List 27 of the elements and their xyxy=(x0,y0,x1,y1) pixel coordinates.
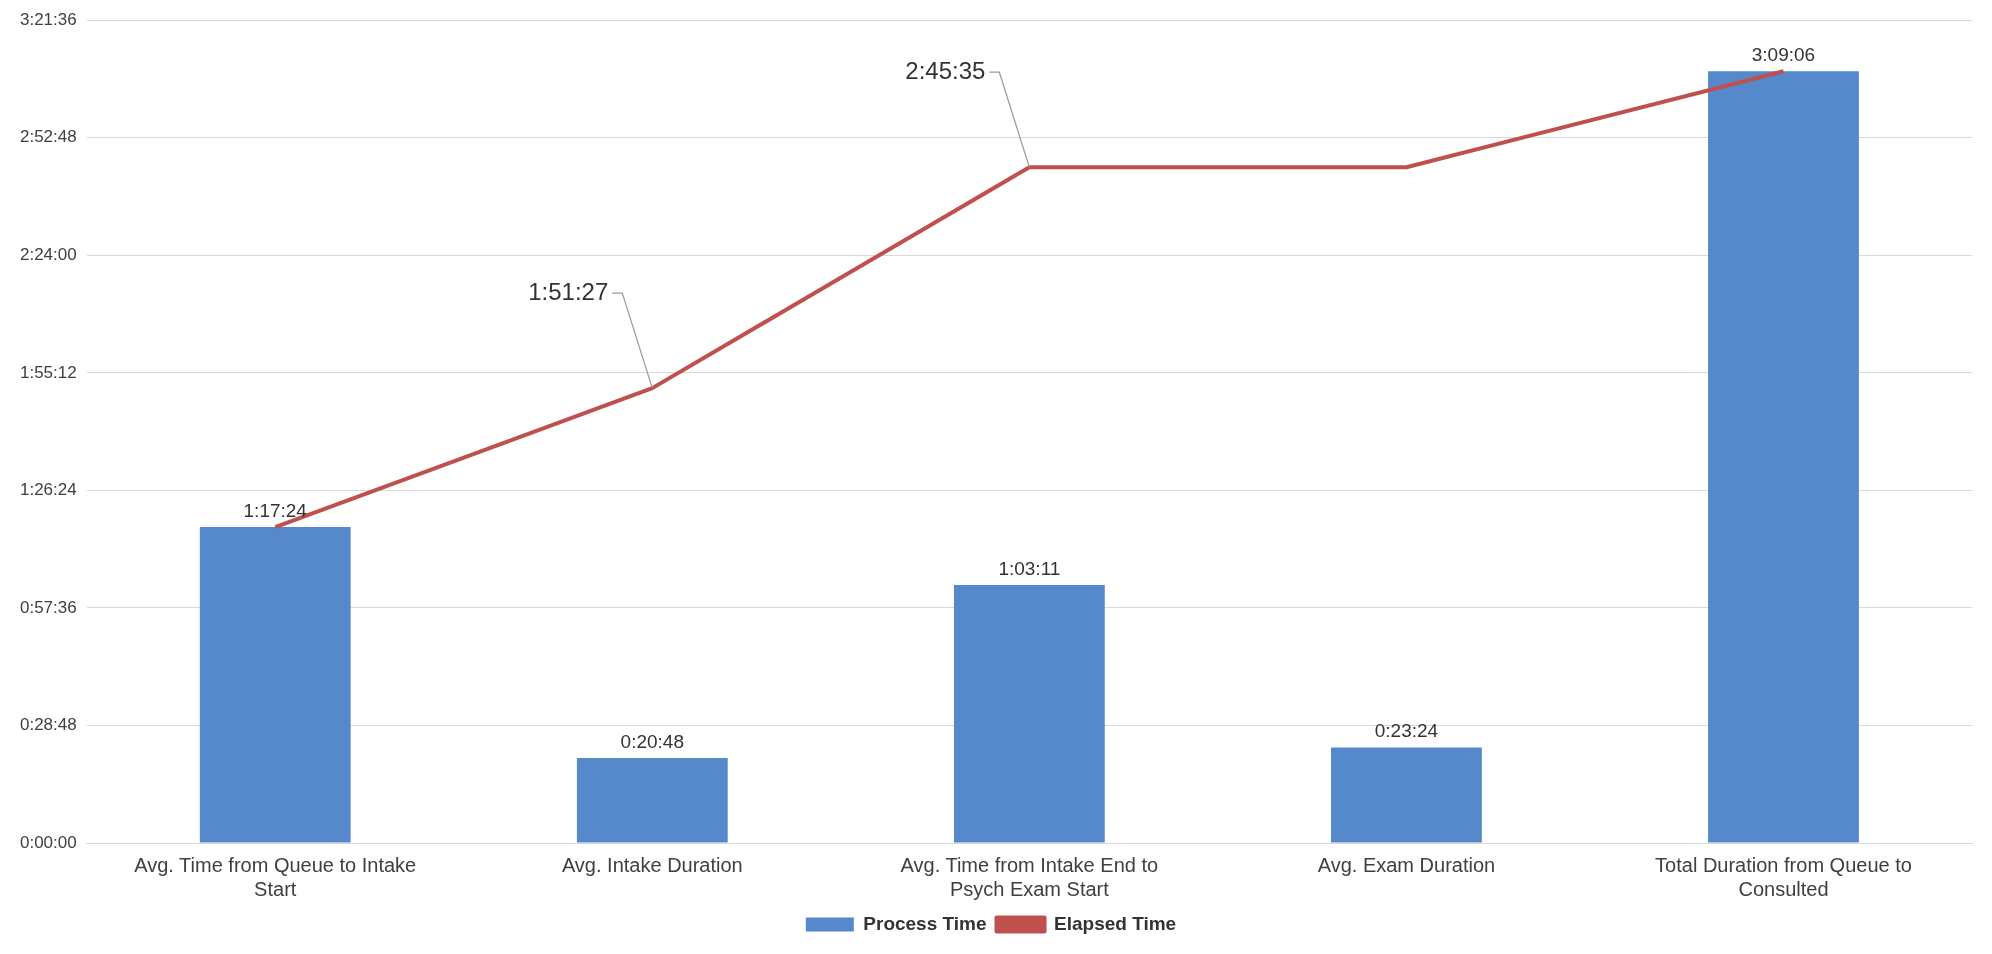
y-tick-label: 3:21:36 xyxy=(19,9,77,29)
legend-label: Process Time xyxy=(863,912,987,934)
x-tick-label: Avg. Intake Duration xyxy=(561,853,743,876)
y-tick-label: 1:26:24 xyxy=(19,480,77,500)
y-tick-label: 1:55:12 xyxy=(19,362,77,382)
x-tick-label: Avg. Exam Duration xyxy=(1317,853,1496,876)
legend-label: Elapsed Time xyxy=(1054,912,1177,934)
bar xyxy=(1708,71,1859,843)
bar xyxy=(576,758,728,843)
x-tick-label: Avg. Time from Queue to Intake Start xyxy=(134,853,417,900)
y-tick-label: 0:28:48 xyxy=(19,715,77,735)
data-label: 1:03:11 xyxy=(998,557,1061,579)
data-label: 0:23:24 xyxy=(1374,720,1439,742)
bar xyxy=(199,527,351,843)
data-label: 0:20:48 xyxy=(620,730,685,752)
bar xyxy=(953,585,1105,843)
data-label: 3:09:06 xyxy=(1751,43,1816,65)
bar xyxy=(1331,747,1482,843)
y-tick-label: 0:57:36 xyxy=(19,597,77,617)
y-tick-label: 0:00:00 xyxy=(19,832,77,852)
data-label: 1:51:27 xyxy=(528,277,609,305)
data-label: 1:17:24 xyxy=(243,499,308,521)
x-tick-label: Total Duration from Queue to Consulted xyxy=(1655,853,1912,900)
x-tick-label: Avg. Time from Intake End to Psych Exam Start xyxy=(900,853,1159,900)
y-tick-label: 2:24:00 xyxy=(19,244,77,264)
y-tick-label: 2:52:48 xyxy=(19,127,77,147)
data-label: 2:45:35 xyxy=(905,56,986,84)
